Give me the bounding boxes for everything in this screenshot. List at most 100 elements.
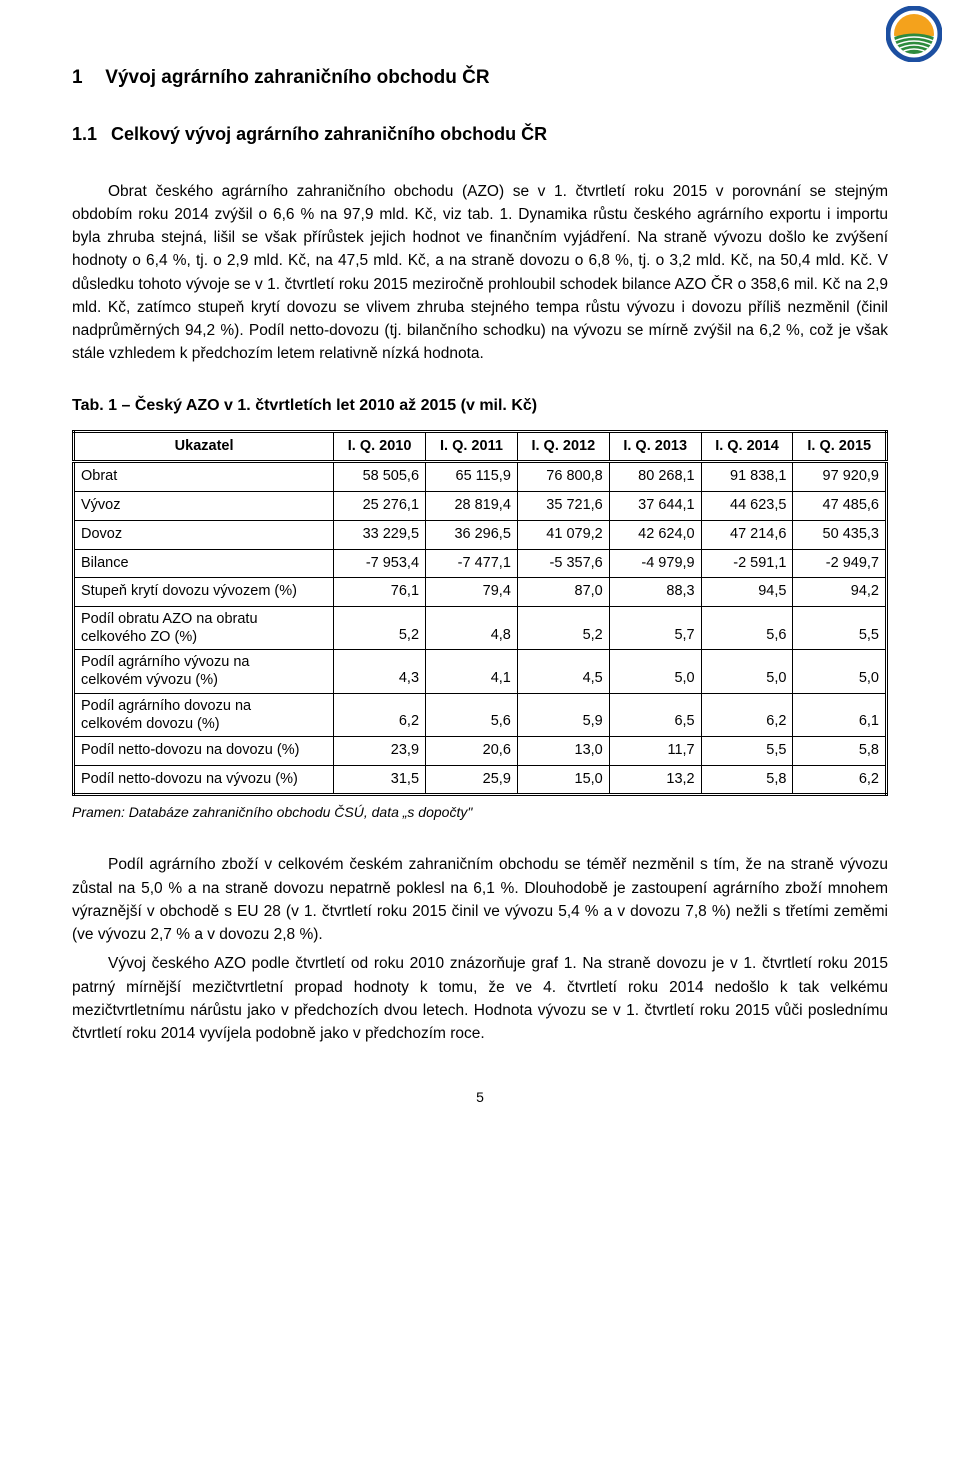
column-header: I. Q. 2012 — [517, 431, 609, 462]
data-cell: 23,9 — [334, 736, 426, 765]
data-cell: 47 214,6 — [701, 520, 793, 549]
data-cell: 50 435,3 — [793, 520, 887, 549]
data-cell: 58 505,6 — [334, 462, 426, 492]
data-cell: 5,0 — [793, 650, 887, 693]
data-cell: -2 591,1 — [701, 549, 793, 578]
table-source-note: Pramen: Databáze zahraničního obchodu ČS… — [72, 802, 888, 823]
data-cell: 35 721,6 — [517, 492, 609, 521]
table-body: Obrat58 505,665 115,976 800,880 268,191 … — [74, 462, 887, 795]
agri-logo-icon — [886, 6, 942, 62]
data-cell: -5 357,6 — [517, 549, 609, 578]
data-cell: 13,2 — [609, 765, 701, 795]
data-cell: 5,7 — [609, 607, 701, 650]
body-paragraph-1: Obrat českého agrárního zahraničního obc… — [72, 180, 888, 366]
heading-text: Vývoj agrárního zahraničního obchodu ČR — [105, 67, 489, 88]
data-cell: 25 276,1 — [334, 492, 426, 521]
data-cell: 87,0 — [517, 578, 609, 607]
data-cell: 42 624,0 — [609, 520, 701, 549]
table-row: Podíl netto-dovozu na vývozu (%)31,525,9… — [74, 765, 887, 795]
data-cell: 5,9 — [517, 693, 609, 736]
data-cell: -7 477,1 — [426, 549, 518, 578]
section-heading-1-1: 1.1 Celkový vývoj agrárního zahraničního… — [72, 121, 888, 148]
data-cell: 11,7 — [609, 736, 701, 765]
azo-data-table: UkazatelI. Q. 2010I. Q. 2011I. Q. 2012I.… — [72, 430, 888, 797]
data-cell: 80 268,1 — [609, 462, 701, 492]
table-row: Podíl agrárního vývozu nacelkovém vývozu… — [74, 650, 887, 693]
data-cell: 6,2 — [701, 693, 793, 736]
data-cell: 94,2 — [793, 578, 887, 607]
data-cell: -4 979,9 — [609, 549, 701, 578]
table-row: Podíl agrárního dovozu nacelkovém dovozu… — [74, 693, 887, 736]
row-label: Obrat — [74, 462, 334, 492]
table-caption: Tab. 1 – Český AZO v 1. čtvrtletích let … — [72, 394, 888, 418]
data-cell: 5,6 — [426, 693, 518, 736]
data-cell: 91 838,1 — [701, 462, 793, 492]
row-label: Bilance — [74, 549, 334, 578]
data-cell: 20,6 — [426, 736, 518, 765]
data-cell: 5,2 — [517, 607, 609, 650]
data-cell: 5,8 — [701, 765, 793, 795]
data-cell: 47 485,6 — [793, 492, 887, 521]
data-cell: 5,2 — [334, 607, 426, 650]
column-header: I. Q. 2014 — [701, 431, 793, 462]
data-cell: 4,8 — [426, 607, 518, 650]
data-cell: -2 949,7 — [793, 549, 887, 578]
data-cell: 33 229,5 — [334, 520, 426, 549]
subheading-number: 1.1 — [72, 121, 106, 148]
row-label: Stupeň krytí dovozu vývozem (%) — [74, 578, 334, 607]
data-cell: 97 920,9 — [793, 462, 887, 492]
row-label: Podíl netto-dovozu na dovozu (%) — [74, 736, 334, 765]
data-cell: 4,5 — [517, 650, 609, 693]
data-cell: 41 079,2 — [517, 520, 609, 549]
row-label: Podíl obratu AZO na obratucelkového ZO (… — [74, 607, 334, 650]
data-cell: 6,5 — [609, 693, 701, 736]
row-label: Podíl agrárního vývozu nacelkovém vývozu… — [74, 650, 334, 693]
data-cell: 79,4 — [426, 578, 518, 607]
data-cell: 6,1 — [793, 693, 887, 736]
table-row: Stupeň krytí dovozu vývozem (%)76,179,48… — [74, 578, 887, 607]
column-header: I. Q. 2010 — [334, 431, 426, 462]
row-label: Dovoz — [74, 520, 334, 549]
data-cell: 6,2 — [334, 693, 426, 736]
heading-number: 1 — [72, 64, 100, 93]
table-row: Dovoz33 229,536 296,541 079,242 624,047 … — [74, 520, 887, 549]
row-label: Podíl agrárního dovozu nacelkovém dovozu… — [74, 693, 334, 736]
data-cell: 4,1 — [426, 650, 518, 693]
data-cell: 5,5 — [701, 736, 793, 765]
data-cell: 76,1 — [334, 578, 426, 607]
table-row: Podíl obratu AZO na obratucelkového ZO (… — [74, 607, 887, 650]
row-label: Podíl netto-dovozu na vývozu (%) — [74, 765, 334, 795]
data-cell: 44 623,5 — [701, 492, 793, 521]
section-heading-1: 1 Vývoj agrárního zahraničního obchodu Č… — [72, 64, 888, 93]
column-header: Ukazatel — [74, 431, 334, 462]
data-cell: 15,0 — [517, 765, 609, 795]
table-row: Vývoz25 276,128 819,435 721,637 644,144 … — [74, 492, 887, 521]
row-label: Vývoz — [74, 492, 334, 521]
column-header: I. Q. 2013 — [609, 431, 701, 462]
data-cell: 94,5 — [701, 578, 793, 607]
data-cell: 4,3 — [334, 650, 426, 693]
table-row: Bilance-7 953,4-7 477,1-5 357,6-4 979,9-… — [74, 549, 887, 578]
table-row: Podíl netto-dovozu na dovozu (%)23,920,6… — [74, 736, 887, 765]
data-cell: 28 819,4 — [426, 492, 518, 521]
body-paragraph-3: Vývoj českého AZO podle čtvrtletí od rok… — [72, 952, 888, 1045]
data-cell: 6,2 — [793, 765, 887, 795]
data-cell: 25,9 — [426, 765, 518, 795]
body-paragraph-2: Podíl agrárního zboží v celkovém českém … — [72, 853, 888, 946]
table-header-row: UkazatelI. Q. 2010I. Q. 2011I. Q. 2012I.… — [74, 431, 887, 462]
data-cell: 37 644,1 — [609, 492, 701, 521]
data-cell: 88,3 — [609, 578, 701, 607]
data-cell: 5,6 — [701, 607, 793, 650]
table-row: Obrat58 505,665 115,976 800,880 268,191 … — [74, 462, 887, 492]
data-cell: 5,0 — [609, 650, 701, 693]
data-cell: 13,0 — [517, 736, 609, 765]
subheading-text: Celkový vývoj agrárního zahraničního obc… — [111, 124, 547, 144]
data-cell: 65 115,9 — [426, 462, 518, 492]
page-number: 5 — [72, 1087, 888, 1108]
data-cell: 36 296,5 — [426, 520, 518, 549]
column-header: I. Q. 2011 — [426, 431, 518, 462]
column-header: I. Q. 2015 — [793, 431, 887, 462]
data-cell: 31,5 — [334, 765, 426, 795]
data-cell: -7 953,4 — [334, 549, 426, 578]
data-cell: 5,8 — [793, 736, 887, 765]
